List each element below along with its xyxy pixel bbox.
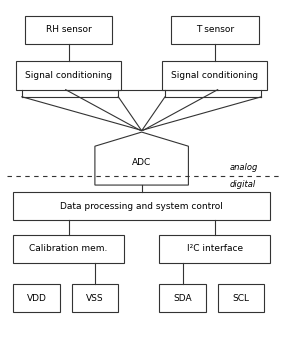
Text: I²C interface: I²C interface bbox=[187, 244, 243, 253]
Text: Data processing and system control: Data processing and system control bbox=[60, 202, 223, 211]
FancyBboxPatch shape bbox=[25, 16, 112, 44]
Polygon shape bbox=[95, 132, 189, 185]
FancyBboxPatch shape bbox=[13, 192, 270, 220]
Text: VSS: VSS bbox=[86, 294, 104, 303]
FancyBboxPatch shape bbox=[13, 284, 60, 312]
Text: SCL: SCL bbox=[232, 294, 250, 303]
FancyBboxPatch shape bbox=[13, 235, 124, 263]
FancyBboxPatch shape bbox=[16, 62, 121, 90]
Text: T sensor: T sensor bbox=[196, 25, 234, 34]
Text: VDD: VDD bbox=[27, 294, 46, 303]
FancyBboxPatch shape bbox=[162, 62, 267, 90]
Text: Calibration mem.: Calibration mem. bbox=[30, 244, 108, 253]
Text: Signal conditioning: Signal conditioning bbox=[25, 71, 112, 80]
Text: analog: analog bbox=[229, 163, 258, 172]
Text: RH sensor: RH sensor bbox=[46, 25, 91, 34]
FancyBboxPatch shape bbox=[159, 235, 270, 263]
Text: SDA: SDA bbox=[173, 294, 192, 303]
Text: digital: digital bbox=[229, 180, 255, 189]
Text: ADC: ADC bbox=[132, 158, 151, 167]
FancyBboxPatch shape bbox=[159, 284, 206, 312]
Text: Signal conditioning: Signal conditioning bbox=[171, 71, 258, 80]
FancyBboxPatch shape bbox=[71, 284, 118, 312]
FancyBboxPatch shape bbox=[171, 16, 258, 44]
FancyBboxPatch shape bbox=[218, 284, 264, 312]
